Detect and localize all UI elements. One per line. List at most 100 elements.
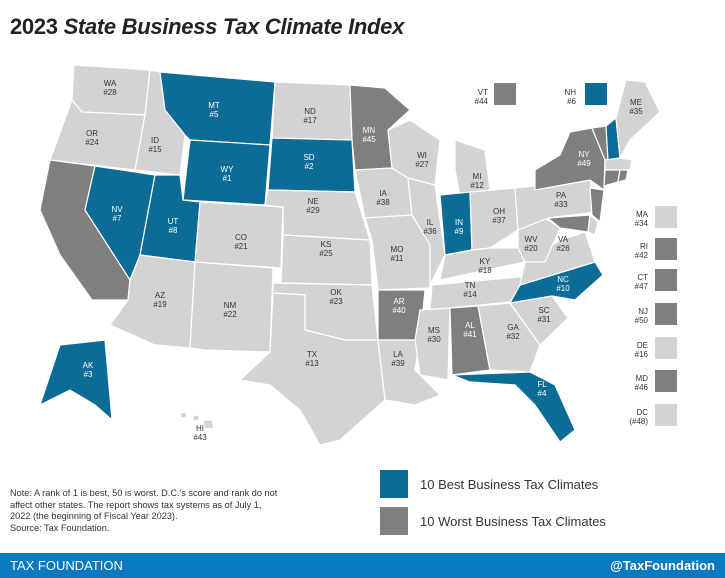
svg-text:WY#1: WY #1 <box>221 165 235 183</box>
rank-oh: #37 <box>492 216 506 225</box>
state-fl[interactable] <box>451 371 576 443</box>
ri-box[interactable] <box>655 238 677 260</box>
md-rank: #46 <box>634 383 648 392</box>
state-hi[interactable] <box>179 411 215 430</box>
state-me[interactable] <box>615 79 661 160</box>
vt-box[interactable] <box>494 83 516 105</box>
svg-text:WI#27: WI #27 <box>415 151 429 169</box>
svg-text:WA#28: WA #28 <box>103 79 117 97</box>
rank-wy: #1 <box>223 174 232 183</box>
state-va[interactable] <box>519 231 596 286</box>
svg-text:AZ#19: AZ #19 <box>153 291 167 309</box>
rank-sd: #2 <box>305 162 314 171</box>
label-il: IL <box>427 218 434 227</box>
label-az: AZ <box>155 291 165 300</box>
label-wi: WI <box>417 151 427 160</box>
label-hi: HI <box>196 424 204 433</box>
title-year: 2023 <box>10 14 58 39</box>
rank-co: #21 <box>234 242 248 251</box>
ct-box[interactable] <box>655 269 677 291</box>
label-mi: MI <box>473 172 482 181</box>
ct-name: CT <box>637 273 648 282</box>
label-wv: WV <box>525 235 539 244</box>
state-nj[interactable] <box>589 187 605 224</box>
label-sc: SC <box>538 306 549 315</box>
label-ia: IA <box>379 189 387 198</box>
rank-id: #15 <box>148 145 162 154</box>
rank-ne: #29 <box>306 206 320 215</box>
svg-text:ND#17: ND #17 <box>303 107 317 125</box>
label-oh: OH <box>493 207 505 216</box>
rank-ca: #48 <box>39 246 53 255</box>
state-ri[interactable] <box>617 169 629 183</box>
rank-ky: #18 <box>478 266 492 275</box>
ri-box-label: RI #42 <box>612 242 648 260</box>
rank-nm: #22 <box>223 310 237 319</box>
svg-text:MS#30: MS #30 <box>427 326 441 344</box>
label-ne: NE <box>307 197 318 206</box>
label-ks: KS <box>321 240 332 249</box>
label-nm: NM <box>224 301 237 310</box>
state-co[interactable] <box>194 201 284 269</box>
state-tx[interactable] <box>238 292 386 446</box>
rank-ar: #40 <box>392 306 406 315</box>
rank-va: #26 <box>556 244 570 253</box>
rank-wv: #20 <box>524 244 538 253</box>
dc-name: DC <box>636 408 648 417</box>
label-ny: NY <box>578 150 590 159</box>
label-mo: MO <box>391 245 404 254</box>
rank-nv: #7 <box>113 214 122 223</box>
rank-ia: #38 <box>376 198 390 207</box>
state-ak[interactable] <box>38 339 113 422</box>
vt-rank: #44 <box>474 97 488 106</box>
ma-box[interactable] <box>655 206 677 228</box>
state-ga[interactable] <box>477 302 541 373</box>
ct-box-label: CT #47 <box>612 273 648 291</box>
us-map-svg: WA #28 OR #24 CA #48 ID #15 NV #7 MT #5 WY #1 U… <box>38 64 661 446</box>
rank-il: #36 <box>423 227 437 236</box>
state-ct[interactable] <box>603 169 621 187</box>
label-ms: MS <box>428 326 440 335</box>
label-pa: PA <box>556 191 567 200</box>
label-ky: KY <box>480 257 491 266</box>
state-oh[interactable] <box>469 187 519 251</box>
de-rank: #16 <box>634 350 648 359</box>
svg-text:OR#24: OR #24 <box>85 129 99 147</box>
label-id: ID <box>151 136 159 145</box>
dc-box[interactable] <box>655 404 677 426</box>
svg-text:IA#38: IA #38 <box>376 189 390 207</box>
svg-text:AL#41: AL #41 <box>463 321 477 339</box>
state-nm[interactable] <box>189 261 274 353</box>
svg-text:WV#20: WV #20 <box>524 235 538 253</box>
footer-handle[interactable]: @TaxFoundation <box>610 558 715 573</box>
label-tn: TN <box>465 281 476 290</box>
md-box[interactable] <box>655 370 677 392</box>
label-sd: SD <box>303 153 314 162</box>
nj-box[interactable] <box>655 303 677 325</box>
de-box[interactable] <box>655 337 677 359</box>
svg-text:GA#32: GA #32 <box>506 323 520 341</box>
label-in: IN <box>455 218 463 227</box>
footer-bar: TAX FOUNDATION @TaxFoundation <box>0 553 725 578</box>
state-ma[interactable] <box>604 157 633 171</box>
state-de[interactable] <box>587 213 599 236</box>
state-ms[interactable] <box>414 307 451 381</box>
label-la: LA <box>393 350 403 359</box>
svg-text:UT#8: UT #8 <box>168 217 179 235</box>
svg-text:KY#18: KY #18 <box>478 257 492 275</box>
ct-rank: #47 <box>634 282 648 291</box>
rank-mt: #5 <box>210 110 219 119</box>
rank-in: #9 <box>455 227 464 236</box>
md-box-label: MD #46 <box>612 374 648 392</box>
rank-nc: #10 <box>556 284 570 293</box>
rank-pa: #33 <box>554 200 568 209</box>
state-ny[interactable] <box>534 127 606 192</box>
rank-az: #19 <box>153 300 167 309</box>
nh-box[interactable] <box>585 83 607 105</box>
state-il[interactable] <box>407 177 446 286</box>
rank-sc: #31 <box>537 315 551 324</box>
svg-text:MN#45: MN #45 <box>362 126 376 144</box>
label-nc: NC <box>557 275 569 284</box>
label-tx: TX <box>307 350 318 359</box>
legend-worst-swatch <box>380 507 408 535</box>
